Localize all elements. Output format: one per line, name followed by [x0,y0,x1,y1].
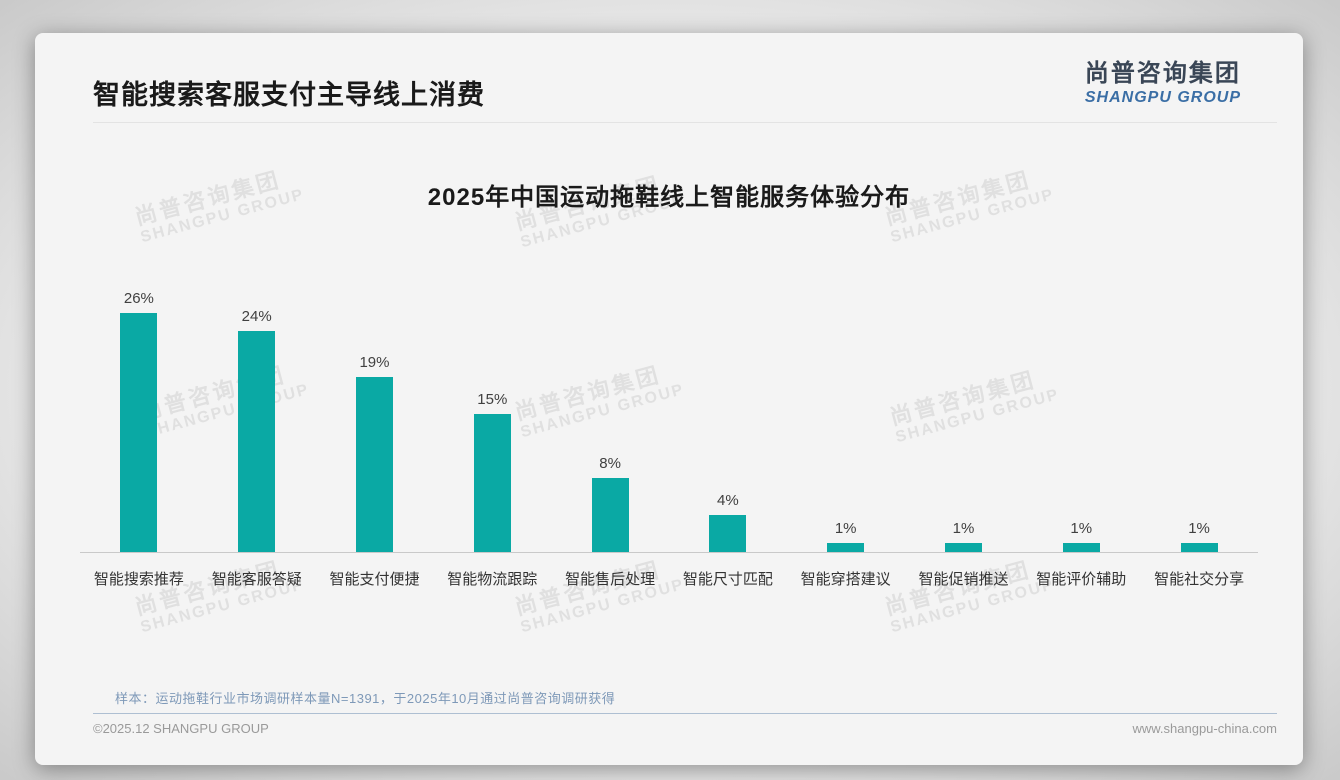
bar [591,478,629,552]
chart-title: 2025年中国运动拖鞋线上智能服务体验分布 [427,184,911,211]
bar-column: 8% [551,455,669,552]
footer-divider [93,713,1277,714]
company-logo: 尚普咨询集团 SHANGPU GROUP [1085,53,1241,107]
bar-column: 1% [1140,520,1258,552]
bar-value-label: 15% [477,391,508,408]
category-axis: 智能搜索推荐 智能客服答疑 智能支付便捷 智能物流跟踪 智能售后处理 智能尺寸匹配 智能穿搭… [80,568,1258,589]
category-label: 智能社交分享 [1154,571,1245,588]
bar [355,377,393,552]
bar-column: 1% [1022,520,1140,552]
website-url: www.shangpu-china.com [1132,721,1277,736]
bar-value-label: 19% [359,354,390,371]
bar-column: 26% [80,290,198,552]
bar [1062,543,1100,552]
slide: 尚普咨询集团 SHANGPU GROUP 尚普咨询集团 SHANGPU GROUP 尚普… [35,33,1303,765]
title-divider [93,122,1277,123]
bar-column: 4% [669,492,787,552]
copyright-text: ©2025.12 SHANGPU GROUP [93,721,269,736]
bar-column: 24% [198,308,316,552]
category-label: 智能搜索推荐 [93,571,184,588]
footer: ©2025.12 SHANGPU GROUP www.shangpu-china… [93,721,1277,736]
bar [827,543,865,552]
bar-value-label: 1% [1188,520,1210,537]
bar-column: 1% [787,520,905,552]
bar-column: 19% [316,354,434,552]
bar-value-label: 24% [241,308,272,325]
category-label: 智能售后处理 [565,571,656,588]
bar-value-label: 1% [1070,520,1093,537]
bar-value-label: 4% [717,492,739,509]
sample-note: 样本：运动拖鞋行业市场调研样本量N=1391，于2025年10月通过尚普咨询调研… [115,691,616,706]
bar-value-label: 26% [123,290,154,307]
bar-value-label: 1% [834,520,857,537]
bar-column: 1% [905,520,1023,552]
bar-chart: 26% 24% 19% 15% 8% 4% 1% 1% 1% 1% 智能搜索推荐 智能客服答疑 智能支… [80,251,1258,589]
logo-chinese-text: 尚普咨询集团 [1084,60,1241,87]
bar-column: 15% [433,391,551,552]
category-label: 智能客服答疑 [211,571,302,588]
category-label: 智能物流跟踪 [447,571,538,588]
bar [944,543,982,552]
category-label: 智能评价辅助 [1036,571,1127,588]
bar [473,414,511,552]
category-label: 智能穿搭建议 [800,571,891,588]
bar-plot-area: 26% 24% 19% 15% 8% 4% 1% 1% 1% 1% [80,251,1258,553]
bar [238,331,276,552]
category-label: 智能促销推送 [918,571,1009,588]
bar-value-label: 8% [599,455,621,472]
bar [1180,543,1218,552]
category-label: 智能尺寸匹配 [682,571,773,588]
bar [709,515,747,552]
logo-english-text: SHANGPU GROUP [1084,89,1241,106]
category-label: 智能支付便捷 [329,571,420,588]
page-title: 智能搜索客服支付主导线上消费 [93,80,485,110]
bar-value-label: 1% [952,520,975,537]
bar [120,313,158,552]
